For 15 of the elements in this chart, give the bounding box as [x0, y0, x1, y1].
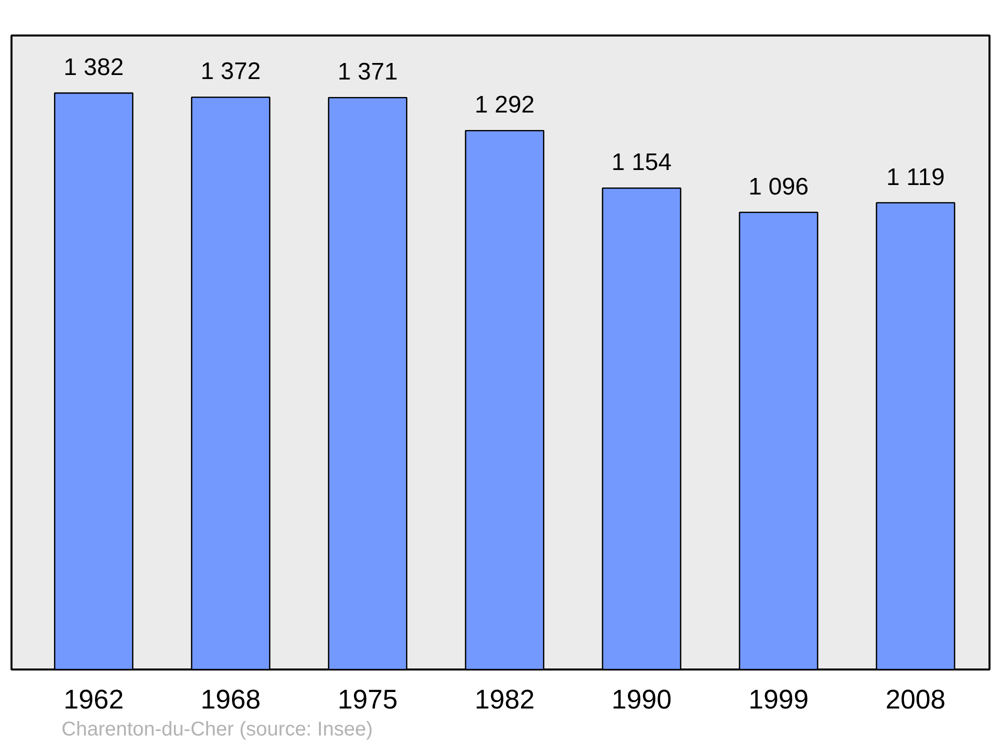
x-tick-label: 1999 — [748, 684, 809, 714]
data-label: 1 382 — [64, 54, 124, 82]
x-tick-label: 1968 — [200, 684, 261, 714]
data-label: 1 372 — [200, 58, 261, 86]
x-tick-label: 1990 — [612, 684, 672, 714]
data-label: 1 119 — [886, 164, 945, 191]
data-label: 1 096 — [748, 173, 809, 200]
x-tick-label: 1982 — [474, 684, 535, 714]
data-label: 1 292 — [474, 92, 535, 119]
text: Charenton-du-Cher (source: Insee) — [62, 718, 373, 740]
x-tick-label: 1975 — [338, 684, 398, 714]
x-tick-label: 2008 — [886, 684, 946, 714]
data-label: 1 371 — [338, 58, 398, 86]
x-tick-label: 1962 — [64, 684, 124, 714]
data-label: 1 154 — [612, 149, 672, 176]
